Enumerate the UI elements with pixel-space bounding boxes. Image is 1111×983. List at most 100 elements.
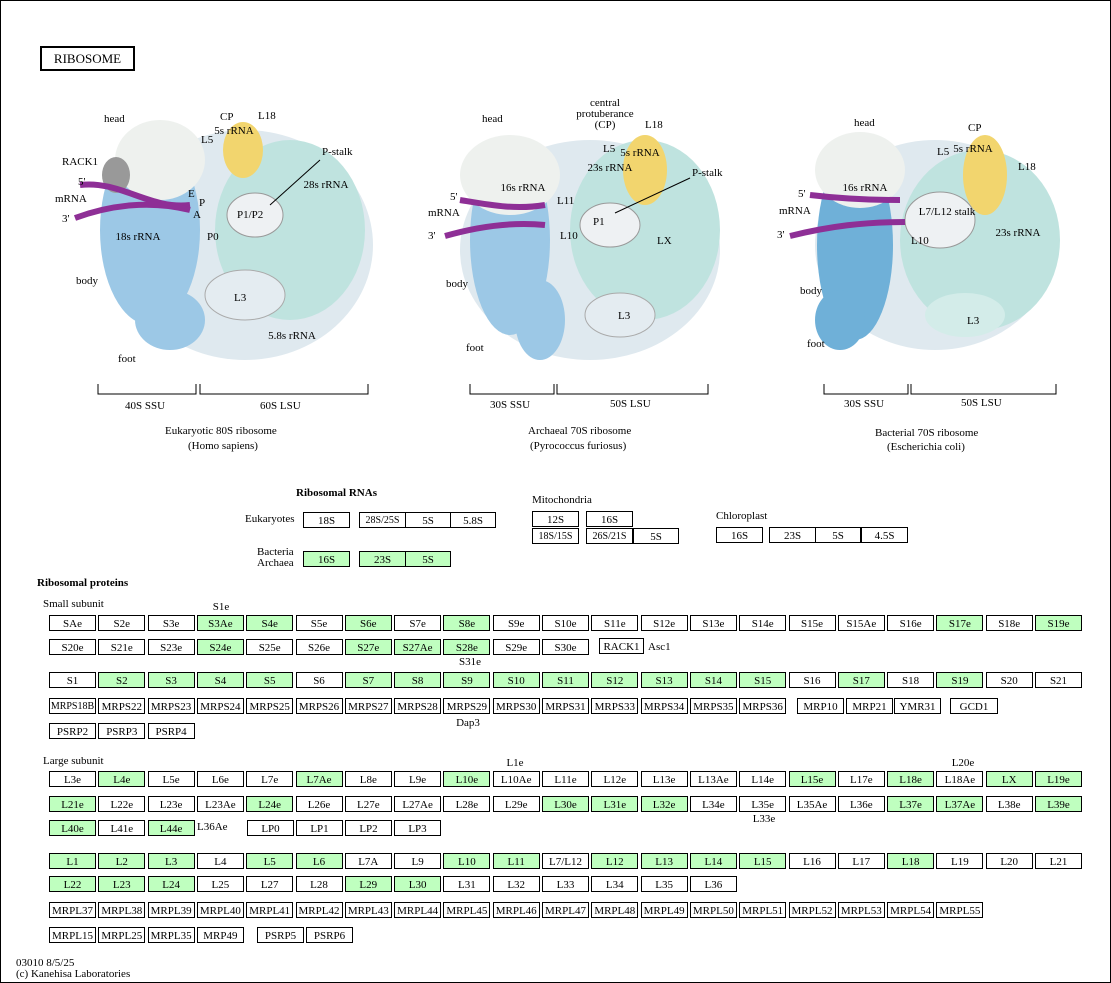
- gene-box-l14[interactable]: L14: [689, 853, 737, 869]
- gene-box-s12[interactable]: S12: [591, 672, 639, 688]
- gene-box-l25[interactable]: L25: [196, 876, 244, 892]
- gene-box-s14[interactable]: S14: [689, 672, 737, 688]
- gene-box-26s-21s[interactable]: 26S/21S: [586, 528, 633, 544]
- gene-box-l4e[interactable]: L4e: [98, 771, 146, 787]
- gene-box-s17[interactable]: S17: [837, 672, 885, 688]
- gene-box-l8e[interactable]: L8e: [344, 771, 392, 787]
- gene-box-s8e[interactable]: S8e: [443, 615, 491, 631]
- gene-box-l22e[interactable]: L22e: [98, 796, 146, 812]
- gene-box-l7a[interactable]: L7A: [344, 853, 392, 869]
- gene-box-mrps18b[interactable]: MRPS18B: [49, 698, 96, 714]
- gene-box-5-8s[interactable]: 5.8S: [450, 512, 496, 528]
- gene-box-18s-15s[interactable]: 18S/15S: [532, 528, 579, 544]
- gene-box-s7[interactable]: S7: [344, 672, 392, 688]
- gene-box-mrps28[interactable]: MRPS28: [394, 698, 442, 714]
- gene-box-l7ae[interactable]: L7Ae: [295, 771, 343, 787]
- gene-box-l10e[interactable]: L10e: [443, 771, 491, 787]
- gene-box-s25e[interactable]: S25e: [246, 639, 294, 655]
- gene-box-l15[interactable]: L15: [739, 853, 787, 869]
- gene-box-lp2[interactable]: LP2: [345, 820, 392, 836]
- gene-box-l44e[interactable]: L44e: [147, 820, 195, 836]
- gene-box-l35ae[interactable]: L35Ae: [788, 796, 836, 812]
- gene-box-s18e[interactable]: S18e: [985, 615, 1033, 631]
- gene-box-s19[interactable]: S19: [936, 672, 984, 688]
- gene-box-mrpl46[interactable]: MRPL46: [492, 902, 540, 918]
- gene-box-mrps29[interactable]: MRPS29: [443, 698, 491, 714]
- gene-box-mrp49[interactable]: MRP49: [196, 927, 244, 943]
- gene-box-28s-25s[interactable]: 28S/25S: [359, 512, 406, 528]
- gene-box-mrps30[interactable]: MRPS30: [492, 698, 540, 714]
- gene-box-l37ae[interactable]: L37Ae: [936, 796, 984, 812]
- gene-box-l12[interactable]: L12: [591, 853, 639, 869]
- gene-box-mrpl48[interactable]: MRPL48: [591, 902, 639, 918]
- gene-box-l39e[interactable]: L39e: [1035, 796, 1082, 812]
- gene-box-l28e[interactable]: L28e: [443, 796, 491, 812]
- gene-box-23s[interactable]: 23S: [359, 551, 406, 567]
- gene-box-sae[interactable]: SAe: [49, 615, 96, 631]
- gene-box-mrpl15[interactable]: MRPL15: [49, 927, 96, 943]
- gene-box-16s[interactable]: 16S: [716, 527, 763, 543]
- gene-box-l28[interactable]: L28: [295, 876, 343, 892]
- gene-box-gcd1[interactable]: GCD1: [950, 698, 998, 714]
- gene-box-s30e[interactable]: S30e: [542, 639, 589, 655]
- gene-box-l27e[interactable]: L27e: [344, 796, 392, 812]
- gene-box-s24e[interactable]: S24e: [196, 639, 244, 655]
- gene-box-s28e[interactable]: S28e: [443, 639, 491, 655]
- gene-box-5s[interactable]: 5S: [405, 551, 451, 567]
- gene-box-mrp10[interactable]: MRP10: [797, 698, 844, 714]
- gene-box-mrps22[interactable]: MRPS22: [98, 698, 146, 714]
- gene-box-l7-l12[interactable]: L7/L12: [542, 853, 589, 869]
- gene-box-l30e[interactable]: L30e: [542, 796, 589, 812]
- gene-box-l34e[interactable]: L34e: [689, 796, 737, 812]
- gene-box-l24[interactable]: L24: [147, 876, 195, 892]
- gene-box-l13[interactable]: L13: [640, 853, 688, 869]
- gene-box-s13e[interactable]: S13e: [689, 615, 737, 631]
- gene-box-mrps25[interactable]: MRPS25: [246, 698, 294, 714]
- gene-box-s16[interactable]: S16: [788, 672, 836, 688]
- gene-box-5s[interactable]: 5S: [633, 528, 679, 544]
- gene-box-mrpl37[interactable]: MRPL37: [49, 902, 96, 918]
- gene-box-s15e[interactable]: S15e: [788, 615, 836, 631]
- gene-box-l23e[interactable]: L23e: [147, 796, 195, 812]
- gene-box-l18ae[interactable]: L18Ae: [936, 771, 984, 787]
- gene-box-l18e[interactable]: L18e: [887, 771, 935, 787]
- gene-box-s21[interactable]: S21: [1035, 672, 1082, 688]
- gene-box-s2e[interactable]: S2e: [98, 615, 146, 631]
- gene-box-l15e[interactable]: L15e: [788, 771, 836, 787]
- gene-box-s10e[interactable]: S10e: [542, 615, 589, 631]
- gene-box-s6e[interactable]: S6e: [344, 615, 392, 631]
- gene-box-mrps36[interactable]: MRPS36: [739, 698, 787, 714]
- gene-box-mrpl25[interactable]: MRPL25: [98, 927, 146, 943]
- gene-box-l11e[interactable]: L11e: [542, 771, 589, 787]
- gene-box-5s[interactable]: 5S: [405, 512, 451, 528]
- gene-box-s12e[interactable]: S12e: [640, 615, 688, 631]
- gene-box-l38e[interactable]: L38e: [985, 796, 1033, 812]
- gene-box-s5e[interactable]: S5e: [295, 615, 343, 631]
- gene-box-s9e[interactable]: S9e: [492, 615, 540, 631]
- gene-box-s14e[interactable]: S14e: [739, 615, 787, 631]
- gene-box-s1[interactable]: S1: [49, 672, 96, 688]
- gene-box-l31e[interactable]: L31e: [591, 796, 639, 812]
- gene-box-l36e[interactable]: L36e: [837, 796, 885, 812]
- gene-box-l21e[interactable]: L21e: [49, 796, 96, 812]
- gene-box-l5[interactable]: L5: [246, 853, 294, 869]
- gene-box-lp0[interactable]: LP0: [247, 820, 294, 836]
- gene-box-mrps23[interactable]: MRPS23: [147, 698, 195, 714]
- gene-box-mrpl44[interactable]: MRPL44: [394, 902, 442, 918]
- gene-box-psrp6[interactable]: PSRP6: [306, 927, 353, 943]
- gene-box-l7e[interactable]: L7e: [246, 771, 294, 787]
- gene-box-s11e[interactable]: S11e: [591, 615, 639, 631]
- gene-box-18s[interactable]: 18S: [303, 512, 350, 528]
- gene-box-mrps33[interactable]: MRPS33: [591, 698, 639, 714]
- gene-box-l27[interactable]: L27: [246, 876, 294, 892]
- gene-box-s23e[interactable]: S23e: [147, 639, 195, 655]
- gene-box-s4[interactable]: S4: [196, 672, 244, 688]
- gene-box-s16e[interactable]: S16e: [887, 615, 935, 631]
- gene-box-s13[interactable]: S13: [640, 672, 688, 688]
- gene-box-12s[interactable]: 12S: [532, 511, 579, 527]
- gene-box-lp3[interactable]: LP3: [394, 820, 441, 836]
- gene-box-s26e[interactable]: S26e: [295, 639, 343, 655]
- gene-box-l23ae[interactable]: L23Ae: [196, 796, 244, 812]
- gene-box-mrpl45[interactable]: MRPL45: [443, 902, 491, 918]
- gene-box-l30[interactable]: L30: [394, 876, 442, 892]
